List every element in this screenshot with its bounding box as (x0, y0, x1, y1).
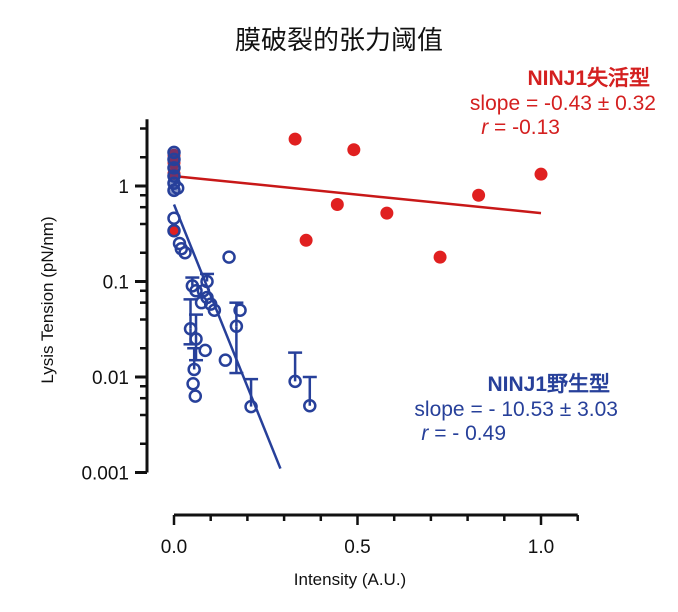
legend-wildtype-label: NINJ1野生型 (487, 373, 610, 396)
chart-title: 膜破裂的张力阈值 (234, 26, 443, 56)
legend-inactive-annotation: NINJ1失活型 slope = -0.43 ± 0.32 r = -0.13 (470, 62, 656, 140)
y-axis-label: Lysis Tension (pN/nm) (38, 216, 57, 384)
x-tick-label: 0.0 (161, 537, 187, 558)
inactive-slope-text: slope = -0.43 ± 0.32 (469, 92, 656, 115)
legend-inactive-label: NINJ1失活型 (527, 67, 650, 90)
wildtype-slope-text: slope = - 10.53 ± 3.03 (414, 398, 618, 421)
inactive-fit-line (173, 174, 542, 215)
inactive-data-point (472, 188, 486, 202)
inactive-r-text: r = -0.13 (470, 116, 560, 140)
wildtype-r-symbol: r (421, 422, 429, 445)
y-tick-label: 1 (118, 177, 129, 198)
wildtype-data-point (187, 362, 201, 377)
inactive-data-point (433, 250, 447, 264)
wildtype-data-point (303, 398, 317, 413)
inactive-data-point (288, 132, 302, 146)
wildtype-data-point (189, 332, 203, 346)
inactive-data-point (534, 167, 548, 181)
x-axis-label: Intensity (A.U.) (293, 570, 407, 589)
wildtype-data-point (198, 343, 212, 358)
wildtype-r-text: r = - 0.49 (414, 422, 506, 446)
inactive-data-point (299, 233, 313, 247)
inactive-r-value: = -0.13 (488, 116, 560, 139)
y-tick-label: 0.001 (81, 464, 129, 485)
wildtype-data-point (167, 223, 181, 238)
y-tick-label: 0.01 (92, 368, 129, 389)
wildtype-data-point (229, 319, 244, 333)
x-tick-label: 1.0 (528, 537, 554, 558)
inactive-r-symbol: r (481, 116, 489, 139)
wildtype-fit-line (172, 204, 282, 470)
x-tick-label: 0.5 (344, 537, 370, 558)
wildtype-data-point (244, 399, 258, 414)
wildtype-data-point (186, 376, 200, 391)
inactive-data-point (347, 143, 361, 157)
wildtype-data-point (167, 211, 181, 225)
inactive-data-point (330, 198, 344, 212)
wildtype-data-point (233, 303, 247, 317)
y-tick-label: 0.1 (103, 273, 129, 294)
inactive-data-point (380, 206, 394, 220)
wildtype-data-point (194, 295, 209, 310)
wildtype-data-point (207, 303, 222, 317)
wildtype-data-point (189, 284, 203, 298)
wildtype-data-point (218, 353, 233, 367)
wildtype-data-point (188, 389, 203, 403)
legend-wildtype-annotation: NINJ1野生型 slope = - 10.53 ± 3.03 r = - 0.… (414, 368, 618, 446)
wildtype-data-point (222, 250, 236, 264)
wildtype-data-point (183, 322, 198, 336)
wildtype-data-point (170, 181, 185, 195)
wildtype-data-point (288, 374, 302, 389)
wildtype-data-point (178, 246, 192, 260)
wildtype-r-value: = - 0.49 (428, 422, 506, 445)
